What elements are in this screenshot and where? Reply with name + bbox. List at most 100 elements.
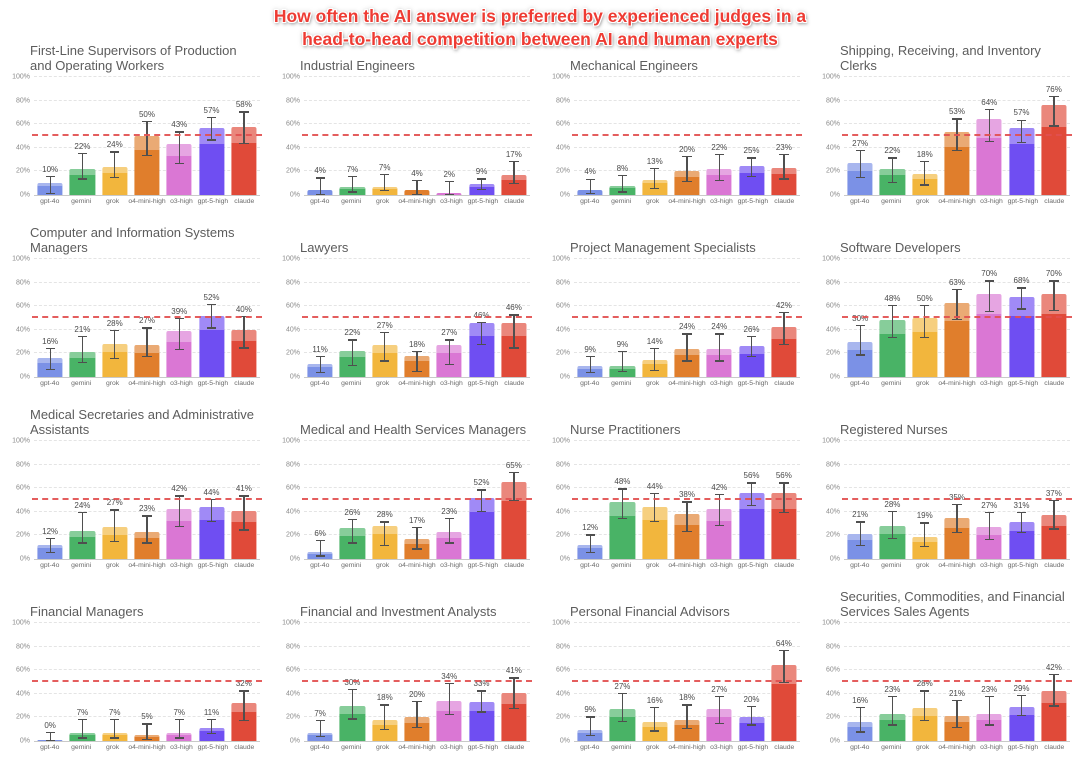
- bars: 30% 48% 50% 63% 70% 68% 70%: [844, 259, 1070, 377]
- error-bar: [475, 178, 488, 191]
- plot-area: 12% 48% 44% 38% 42% 56% 56%: [572, 440, 802, 560]
- y-tick-label: 40%: [285, 326, 300, 334]
- y-tick-label: 100%: [12, 437, 30, 445]
- value-label: 39%: [171, 307, 188, 316]
- value-label: 44%: [203, 487, 220, 497]
- gridline: [304, 692, 530, 694]
- y-tick-label: 0%: [19, 373, 30, 381]
- error-bar: [76, 718, 89, 739]
- bar-slot-grok: 28%: [99, 259, 131, 377]
- bar-slot-grok: 16%: [639, 623, 671, 741]
- bar-slot-gpt-4o: 4%: [304, 77, 336, 195]
- value-label: 9%: [584, 705, 596, 715]
- value-label: 23%: [441, 506, 458, 516]
- chart-title: Personal Financial Advisors: [570, 604, 730, 620]
- bar-slot-gpt-5-high: 44%: [195, 441, 227, 559]
- gridline: [34, 692, 260, 694]
- bar-slot-gpt-5-high: 68%: [1005, 259, 1037, 377]
- figure-title-line1: How often the AI answer is preferred by …: [273, 6, 807, 26]
- bar-slot-gpt-5-high: 33%: [465, 623, 497, 741]
- bar-slot-gemini: 26%: [336, 441, 368, 559]
- y-tick-label: 0%: [559, 191, 570, 199]
- gridline: [34, 622, 260, 623]
- bar-slot-gpt-4o: 16%: [34, 259, 66, 377]
- value-label: 17%: [505, 149, 522, 159]
- bar-slot-o4-mini-high: 20%: [671, 77, 703, 195]
- error-bar: [238, 495, 251, 532]
- value-label: 26%: [743, 324, 760, 334]
- x-axis: gpt-4o gemini grok o4-mini-high o3-high gpt-5…: [304, 744, 530, 751]
- error-bar: [983, 108, 996, 142]
- bar-slot-gemini: 7%: [336, 77, 368, 195]
- x-tick-label-gpt-4o: gpt-4o: [580, 380, 600, 387]
- x-tick-label-o3-high: o3-high: [440, 562, 463, 569]
- x-tick-label-gpt-4o: gpt-4o: [580, 744, 600, 751]
- value-label: 16%: [852, 695, 869, 705]
- bar-slot-o3-high: 27%: [433, 259, 465, 377]
- y-axis: 0% 20% 40% 60% 80% 100%: [278, 256, 304, 381]
- plot-area: 27% 22% 18% 53% 64% 57% 76%: [842, 76, 1072, 196]
- y-axis: 0% 20% 40% 60% 80% 100%: [8, 437, 34, 563]
- y-tick-label: 0%: [289, 737, 300, 745]
- value-label: 11%: [312, 344, 328, 354]
- value-label: 52%: [203, 292, 220, 302]
- error-bar: [205, 498, 218, 523]
- value-label: 38%: [678, 490, 695, 500]
- x-tick-label-o3-high: o3-high: [710, 562, 733, 569]
- fifty-percent-reference-line: [842, 316, 1072, 318]
- error-bar: [108, 329, 121, 360]
- error-bar: [378, 521, 391, 547]
- gridline: [34, 305, 260, 307]
- fifty-percent-reference-line: [572, 316, 802, 318]
- chart-title: Mechanical Engineers: [570, 58, 698, 74]
- x-tick-label-gpt-4o: gpt-4o: [850, 744, 870, 751]
- value-label: 56%: [775, 471, 792, 481]
- fifty-percent-reference-line: [302, 498, 532, 500]
- x-tick-label-o4-mini-high: o4-mini-high: [668, 380, 706, 387]
- x-tick-label-claude: claude: [774, 562, 795, 569]
- gridline: [844, 692, 1070, 694]
- bar-slot-claude: 32%: [228, 623, 260, 741]
- x-tick-label-claude: claude: [234, 198, 255, 205]
- bar-slot-gpt-4o: 12%: [574, 441, 606, 559]
- x-tick-label-grok: grok: [915, 198, 930, 205]
- error-bar: [648, 706, 661, 732]
- y-tick-label: 80%: [825, 643, 840, 651]
- y-tick-label: 80%: [555, 643, 570, 651]
- value-label: 57%: [203, 106, 220, 116]
- x-tick-label-o3-high: o3-high: [440, 380, 463, 387]
- value-label: 65%: [505, 460, 522, 470]
- y-tick-label: 80%: [285, 279, 300, 287]
- y-tick-label: 0%: [289, 555, 300, 563]
- y-tick-label: 40%: [825, 144, 840, 152]
- x-tick-label-o3-high: o3-high: [710, 380, 733, 387]
- error-bar: [1048, 280, 1061, 311]
- value-label: 7%: [378, 162, 391, 172]
- bar-slot-gpt-5-high: 29%: [1005, 623, 1037, 741]
- bars: 7% 30% 18% 20% 34% 33% 41%: [304, 623, 530, 741]
- value-label: 14%: [646, 336, 663, 346]
- gridline: [574, 123, 800, 125]
- error-bar: [584, 355, 597, 374]
- gridline: [304, 146, 530, 148]
- bars: 11% 22% 27% 18% 27% 46% 46%: [304, 259, 530, 377]
- x-tick-label-o3-high: o3-high: [980, 562, 1003, 569]
- bar-slot-gemini: 22%: [336, 259, 368, 377]
- x-tick-label-claude: claude: [234, 744, 255, 751]
- bar-slot-o4-mini-high: 17%: [401, 441, 433, 559]
- gridline: [34, 669, 260, 671]
- value-label: 70%: [981, 269, 998, 279]
- bar-slot-gpt-5-high: 56%: [735, 441, 767, 559]
- gridline: [304, 463, 530, 465]
- plot-area: 4% 7% 7% 4% 2% 9% 17%: [302, 76, 532, 196]
- y-tick-label: 100%: [282, 619, 300, 627]
- x-tick-label-o3-high: o3-high: [440, 198, 463, 205]
- bar-slot-o3-high: 27%: [703, 623, 735, 741]
- error-bar: [314, 540, 327, 557]
- x-axis: gpt-4o gemini grok o4-mini-high o3-high gpt-5…: [574, 198, 800, 205]
- bar-slot-gemini: 48%: [876, 259, 908, 377]
- fifty-percent-reference-line: [842, 498, 1072, 500]
- bar-slot-gpt-4o: 6%: [304, 441, 336, 559]
- x-tick-label-claude: claude: [234, 562, 255, 569]
- bar-slot-gpt-5-high: 25%: [735, 77, 767, 195]
